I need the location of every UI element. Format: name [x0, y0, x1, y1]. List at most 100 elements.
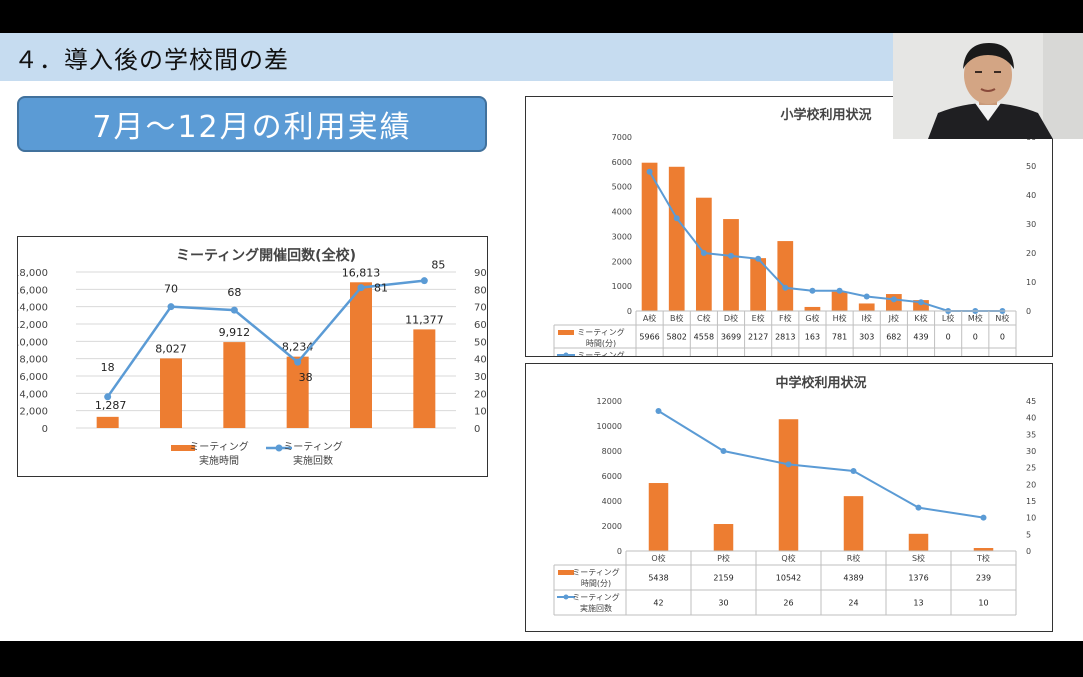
category-label: A校	[643, 313, 656, 323]
table-cell: 2159	[713, 574, 733, 583]
bar-data-label: 8,234	[282, 341, 314, 354]
category-label: Q校	[781, 553, 795, 563]
table-cell: 239	[976, 574, 991, 583]
table-cell: 0	[1000, 356, 1005, 357]
table-cell: 5	[864, 356, 869, 357]
table-cell: 32	[672, 356, 682, 357]
bar	[804, 306, 821, 311]
table-cell: 163	[805, 333, 820, 342]
right-tick-label: 45	[1026, 397, 1036, 406]
line-point	[420, 277, 428, 285]
table-cell: 682	[886, 333, 901, 342]
table-cell: 26	[783, 599, 793, 608]
right-tick-label: 25	[1026, 464, 1036, 473]
line-point	[357, 284, 365, 292]
category-label: I校	[862, 313, 872, 323]
chart-title: 中学校利用状況	[775, 375, 866, 391]
legend-line-marker	[563, 594, 569, 600]
line-point	[980, 514, 987, 521]
category-label: L校	[942, 313, 954, 323]
line-point	[673, 215, 680, 222]
bar-data-label: 1,287	[95, 399, 127, 412]
right-tick-label: 10	[474, 407, 487, 418]
table-cell: 13	[913, 599, 923, 608]
line-data-label: 18	[101, 361, 115, 374]
category-label: O校	[651, 553, 665, 563]
line-point	[836, 287, 843, 294]
line-point	[728, 252, 734, 259]
right-tick-label: 20	[1026, 480, 1036, 489]
left-tick-label: 10,000	[18, 337, 48, 348]
line-point	[700, 250, 707, 256]
slide-title: ４．導入後の学校間の差	[14, 46, 289, 74]
table-legend-label: 時間(分)	[586, 339, 616, 348]
table-legend-label: 時間(分)	[581, 579, 611, 588]
table-legend-label: ミーティング	[572, 592, 620, 602]
right-tick-label: 50	[474, 337, 487, 348]
right-tick-label: 20	[474, 389, 487, 400]
bar	[750, 258, 767, 311]
table-cell: 20	[699, 356, 709, 357]
right-tick-label: 15	[1026, 497, 1036, 506]
left-tick-label: 6000	[602, 472, 622, 481]
line-point	[230, 306, 238, 314]
webcam-video	[893, 33, 1083, 139]
legend-bar-swatch	[171, 445, 195, 451]
presentation-slide: ４．導入後の学校間の差 7月～12月の利用実績 ミーティング開催回数(全校) 0 2…	[0, 33, 1083, 659]
line-point	[918, 299, 924, 306]
left-tick-label: 4000	[612, 208, 632, 217]
left-tick-label: 3000	[612, 232, 632, 241]
table-cell: 10	[978, 599, 988, 608]
right-tick-label: 10	[1026, 514, 1036, 523]
left-tick-label: 2000	[602, 522, 622, 531]
table-cell: 7	[837, 356, 842, 357]
line-point	[890, 296, 897, 303]
left-tick-label: 2000	[612, 257, 632, 266]
table-legend-label: ミーティング	[577, 327, 625, 337]
legend-bar-swatch	[558, 330, 574, 335]
table-cell: 4	[891, 356, 896, 357]
bar	[350, 282, 372, 428]
category-label: E校	[752, 313, 765, 323]
line-data-label: 68	[227, 286, 241, 299]
chart-title: ミーティング開催回数(全校)	[176, 247, 356, 264]
table-legend-label: ミーティング	[572, 567, 620, 577]
bar	[413, 329, 436, 428]
bar	[713, 524, 734, 551]
line-point	[755, 255, 762, 262]
all-schools-chart: ミーティング開催回数(全校) 0 2,000 4,000 6,000 8,000 10,00…	[13, 236, 488, 477]
left-tick-label: 1000	[612, 282, 632, 291]
bar	[843, 496, 864, 551]
bar	[908, 533, 929, 551]
bar	[858, 303, 875, 311]
right-tick-label: 5	[1026, 530, 1031, 539]
right-tick-label: 80	[474, 285, 487, 296]
table-cell: 5438	[648, 574, 668, 583]
table-cell: 0	[946, 333, 951, 342]
bar	[723, 219, 739, 311]
right-tick-label: 40	[474, 355, 487, 366]
bar	[778, 419, 799, 551]
left-tick-label: 8000	[602, 447, 622, 456]
line-point	[646, 168, 653, 175]
category-label: B校	[670, 313, 684, 323]
legend-label: 実施回数	[293, 454, 333, 467]
table-cell: 781	[832, 333, 847, 342]
line-point	[863, 293, 870, 300]
table-cell: 0	[973, 333, 978, 342]
left-tick-label: 18,000	[18, 268, 48, 279]
bar-data-label: 9,912	[219, 326, 251, 339]
table-cell: 48	[644, 356, 654, 357]
chart-title: 小学校利用状況	[780, 107, 871, 123]
table-cell: 439	[913, 333, 928, 342]
line-point	[782, 284, 789, 291]
table-cell: 3	[918, 356, 923, 357]
left-tick-label: 0	[617, 547, 622, 556]
category-label: S校	[912, 553, 925, 563]
bar	[223, 342, 246, 428]
junior-high-chart: 中学校利用状況 0 2000 4000 6000 8000 10000 12000 0 5 10 15…	[525, 363, 1053, 632]
left-tick-label: 12,000	[18, 320, 48, 331]
right-tick-label: 20	[1026, 249, 1036, 258]
category-label: P校	[717, 553, 730, 563]
period-label-box: 7月～12月の利用実績	[17, 96, 487, 152]
